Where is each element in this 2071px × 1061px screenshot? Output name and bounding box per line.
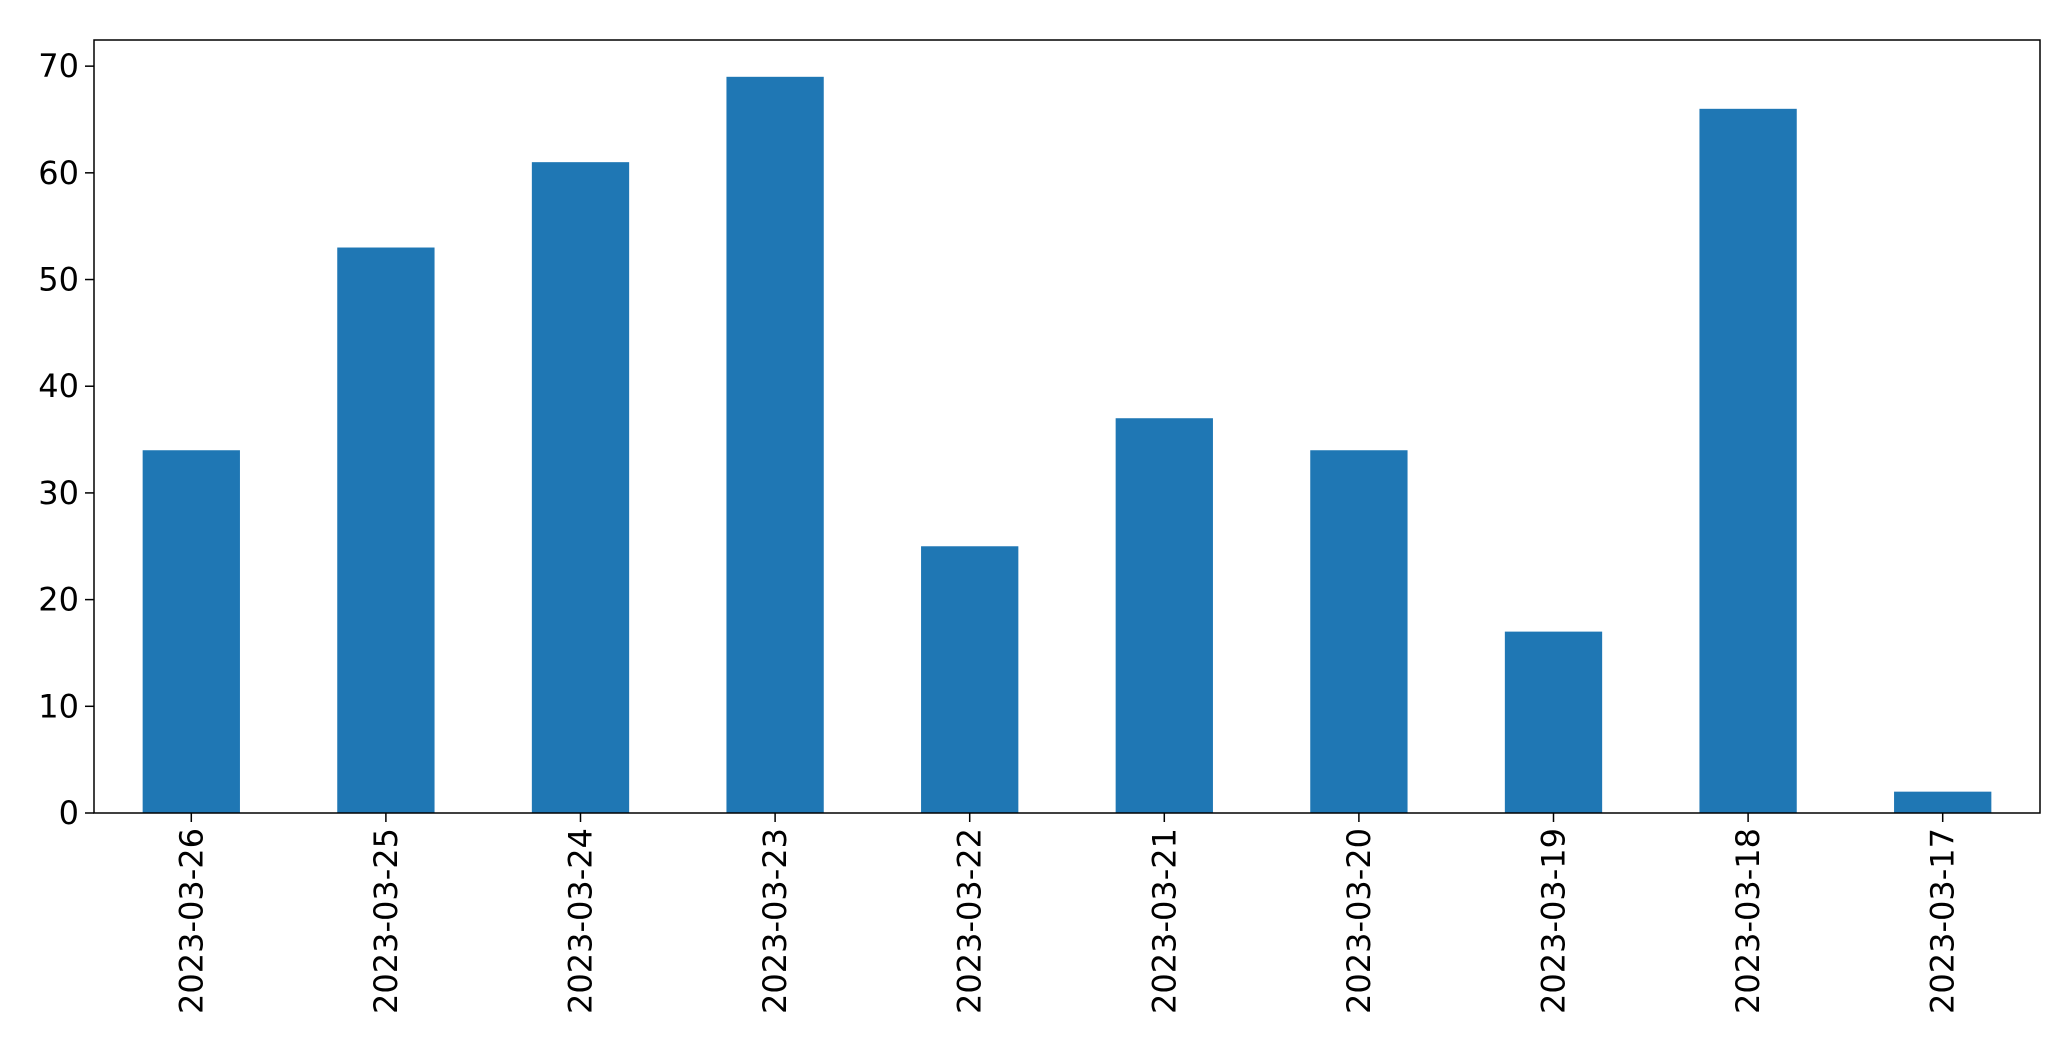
bar-2023-03-17	[1894, 791, 1992, 813]
bar-2023-03-23	[726, 76, 824, 814]
y-tick-label: 70	[38, 47, 79, 85]
bar-2023-03-19	[1504, 631, 1603, 813]
bar-2023-03-22	[921, 546, 1019, 813]
bar-2023-03-24	[531, 162, 630, 814]
x-tick-label: 2023-03-26	[172, 828, 210, 1014]
bar-2023-03-26	[142, 450, 240, 813]
y-tick-label: 60	[38, 154, 79, 192]
y-tick-label: 50	[38, 261, 79, 299]
x-tick-label: 2023-03-18	[1729, 828, 1767, 1014]
x-tick-label: 2023-03-21	[1145, 828, 1183, 1014]
y-axis: 0 10 20 30 40 50 60 70	[38, 47, 94, 832]
x-tick-label: 2023-03-17	[1924, 828, 1962, 1014]
x-tick-label: 2023-03-20	[1340, 828, 1378, 1014]
y-tick-label: 40	[38, 367, 79, 405]
bars-group	[142, 76, 1992, 814]
x-tick-label: 2023-03-19	[1535, 828, 1573, 1014]
y-tick-label: 20	[38, 581, 79, 619]
bar-2023-03-18	[1699, 108, 1797, 813]
bar-2023-03-20	[1310, 450, 1408, 813]
x-tick-label: 2023-03-25	[367, 828, 405, 1014]
bar-2023-03-21	[1115, 418, 1213, 813]
y-tick-label: 10	[38, 687, 79, 725]
axes-frame	[93, 39, 2041, 814]
y-tick-label: 30	[38, 474, 79, 512]
y-tick-label: 0	[59, 794, 79, 832]
bar-2023-03-25	[337, 247, 435, 813]
x-tick-label: 2023-03-22	[951, 828, 989, 1014]
x-tick-label: 2023-03-24	[562, 828, 600, 1014]
x-axis: 2023-03-26 2023-03-25 2023-03-24 2023-03-23…	[172, 813, 1962, 1014]
x-tick-label: 2023-03-23	[756, 828, 794, 1014]
